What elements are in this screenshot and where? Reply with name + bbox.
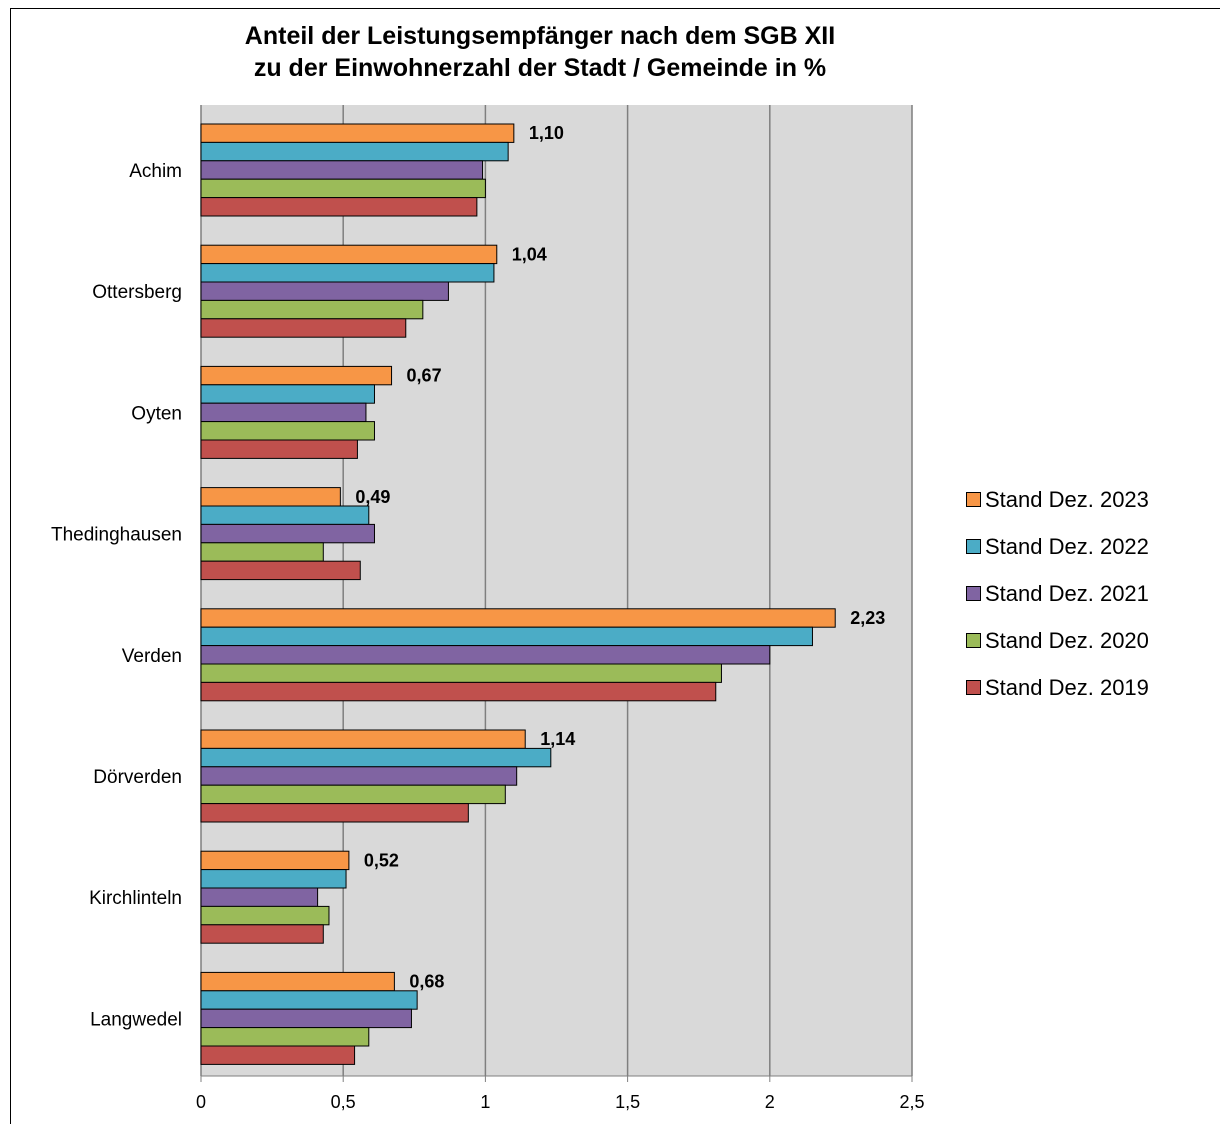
x-tick-label: 2 [765, 1092, 775, 1112]
category-label: Ottersberg [92, 282, 182, 303]
bar [200, 850, 350, 871]
bar [200, 1045, 356, 1065]
bar [200, 123, 515, 143]
legend-swatch-2019 [966, 680, 981, 695]
bar [200, 141, 509, 162]
bar [200, 1008, 412, 1029]
bar [200, 542, 324, 562]
category-label: Achim [129, 161, 182, 182]
chart-title: Anteil der Leistungsempfänger nach dem S… [100, 20, 980, 84]
bar [200, 663, 722, 683]
bar [200, 439, 358, 459]
bar [200, 178, 486, 199]
bar [200, 905, 330, 926]
chart-title-line-2: zu der Einwohnerzahl der Stadt / Gemeind… [253, 54, 827, 82]
bar [200, 402, 367, 423]
legend-item-2023: Stand Dez. 2023 [966, 476, 1149, 523]
bar [200, 487, 341, 507]
legend-label-2021: Stand Dez. 2021 [985, 580, 1149, 606]
bar [200, 560, 361, 581]
data-label: 0,67 [407, 366, 442, 386]
legend-swatch-2021 [966, 586, 981, 601]
legend-label-2019: Stand Dez. 2019 [985, 674, 1149, 700]
bar [200, 299, 424, 320]
bar [200, 924, 324, 944]
bar [200, 244, 498, 265]
legend-label-2023: Stand Dez. 2023 [985, 486, 1149, 512]
bar [200, 160, 484, 180]
legend-item-2019: Stand Dez. 2019 [966, 664, 1149, 711]
legend-swatch-2020 [966, 633, 981, 648]
bar [200, 626, 813, 647]
bar [200, 645, 771, 665]
bar [200, 766, 518, 786]
bar [200, 318, 407, 338]
legend-swatch-2023 [966, 492, 981, 507]
bar [200, 869, 347, 889]
bar [200, 505, 370, 525]
legend: Stand Dez. 2023 Stand Dez. 2022 Stand De… [966, 476, 1149, 711]
category-label: Kirchlinteln [89, 888, 182, 909]
bar [200, 263, 495, 283]
legend-item-2021: Stand Dez. 2021 [966, 570, 1149, 617]
x-tick-label: 1 [480, 1092, 490, 1112]
bar [200, 729, 526, 749]
x-tick-label: 1,5 [615, 1092, 640, 1112]
bar [200, 421, 375, 441]
bar [200, 1027, 370, 1047]
data-label: 0,68 [409, 972, 444, 992]
chart-title-line-1: Anteil der Leistungsempfänger nach dem S… [244, 22, 836, 50]
legend-label-2020: Stand Dez. 2020 [985, 627, 1149, 653]
legend-item-2020: Stand Dez. 2020 [966, 617, 1149, 664]
legend-label-2022: Stand Dez. 2022 [985, 533, 1149, 559]
bar [200, 681, 717, 702]
x-tick-label: 0,5 [331, 1092, 356, 1112]
bar [200, 197, 478, 217]
bar [200, 365, 393, 386]
category-label: Oyten [131, 403, 182, 424]
legend-swatch-2022 [966, 539, 981, 554]
category-label: Dörverden [93, 767, 182, 788]
data-label: 0,49 [355, 487, 390, 507]
category-label: Langwedel [90, 1009, 182, 1030]
data-label: 1,04 [512, 244, 547, 264]
category-label: Verden [122, 646, 182, 667]
bar [200, 523, 375, 544]
x-tick-label: 2,5 [899, 1092, 924, 1112]
bar [200, 384, 375, 404]
bar [200, 803, 469, 823]
legend-item-2022: Stand Dez. 2022 [966, 523, 1149, 570]
data-label: 1,14 [540, 729, 575, 749]
x-tick-label: 0 [196, 1092, 206, 1112]
bar [200, 747, 552, 768]
bar [200, 281, 449, 301]
bar [200, 887, 319, 907]
category-label: Thedinghausen [51, 525, 182, 546]
bar [200, 608, 836, 628]
data-label: 2,23 [850, 608, 885, 628]
bar [200, 990, 418, 1010]
bar [200, 971, 395, 992]
bar [200, 784, 506, 805]
data-label: 1,10 [529, 123, 564, 143]
data-label: 0,52 [364, 850, 399, 870]
chart-frame [10, 8, 1220, 1124]
